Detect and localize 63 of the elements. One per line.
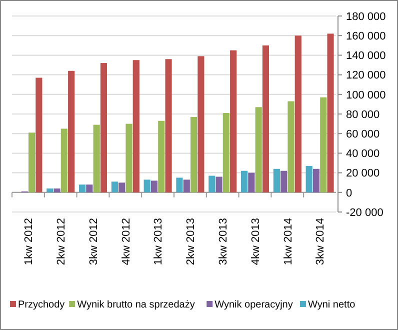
bar xyxy=(100,63,108,192)
x-tick-label: 4kw 2013 xyxy=(250,218,262,266)
y-tick-label: -20 000 xyxy=(346,206,384,219)
y-tick-label: 60 000 xyxy=(346,128,380,140)
x-tick-label: 2kw 2013 xyxy=(185,218,198,266)
bar xyxy=(262,45,270,192)
y-tick-label: 80 000 xyxy=(346,108,380,121)
bar xyxy=(216,176,222,192)
legend-label: Wynik brutto na sprzedaży xyxy=(77,300,195,310)
y-tick-label: 40 000 xyxy=(346,148,380,160)
x-tick-label: 4kw 2012 xyxy=(120,218,132,266)
y-tick-label: 20 000 xyxy=(346,168,380,180)
bar xyxy=(208,176,216,192)
bar xyxy=(36,78,42,192)
bar xyxy=(280,170,288,192)
bar xyxy=(183,180,190,192)
bar xyxy=(68,70,75,192)
bar xyxy=(320,97,327,192)
x-tick-label: 2kw 2012 xyxy=(55,218,68,266)
bar xyxy=(248,172,255,192)
bar xyxy=(126,124,132,192)
legend-label: Wynik operacyjny xyxy=(214,300,293,310)
bar xyxy=(86,184,93,192)
bar xyxy=(288,101,294,192)
bar xyxy=(255,107,262,192)
x-tick-label: 3kw 2013 xyxy=(217,218,230,266)
bar xyxy=(198,56,204,192)
bar xyxy=(312,168,320,192)
bar xyxy=(93,124,100,192)
bar xyxy=(176,178,183,192)
y-tick-label: 0 xyxy=(346,187,352,200)
bar xyxy=(230,50,237,192)
bar xyxy=(46,188,54,192)
bar xyxy=(78,184,86,192)
bar xyxy=(118,182,126,192)
bar xyxy=(54,188,60,192)
bar xyxy=(273,168,280,192)
legend-label: Przychody xyxy=(18,300,65,310)
bar xyxy=(132,60,140,192)
bar xyxy=(28,132,36,192)
y-tick-label: 100 000 xyxy=(346,89,386,102)
x-tick-label: 1kw 2012 xyxy=(23,218,36,266)
bar xyxy=(240,170,248,192)
x-tick-label: 3kw 2014 xyxy=(314,218,327,266)
y-tick-label: 180 000 xyxy=(346,10,386,23)
bar xyxy=(190,116,198,192)
bar xyxy=(60,128,68,192)
y-tick-label: 140 000 xyxy=(346,50,386,62)
legend-label: Wyni netto xyxy=(308,300,356,310)
bar xyxy=(111,182,118,192)
bar xyxy=(222,113,230,192)
y-tick-label: 120 000 xyxy=(346,70,386,82)
bar xyxy=(306,166,312,192)
bar xyxy=(158,120,165,192)
bar xyxy=(150,180,158,192)
bar xyxy=(165,59,172,192)
x-tick-label: 1kw 2014 xyxy=(282,218,294,266)
bar xyxy=(144,180,150,192)
x-tick-label: 3kw 2012 xyxy=(88,218,100,266)
bar xyxy=(294,36,302,192)
y-tick-label: 160 000 xyxy=(346,30,386,42)
x-tick-label: 1kw 2013 xyxy=(152,218,165,266)
bar xyxy=(327,34,334,192)
